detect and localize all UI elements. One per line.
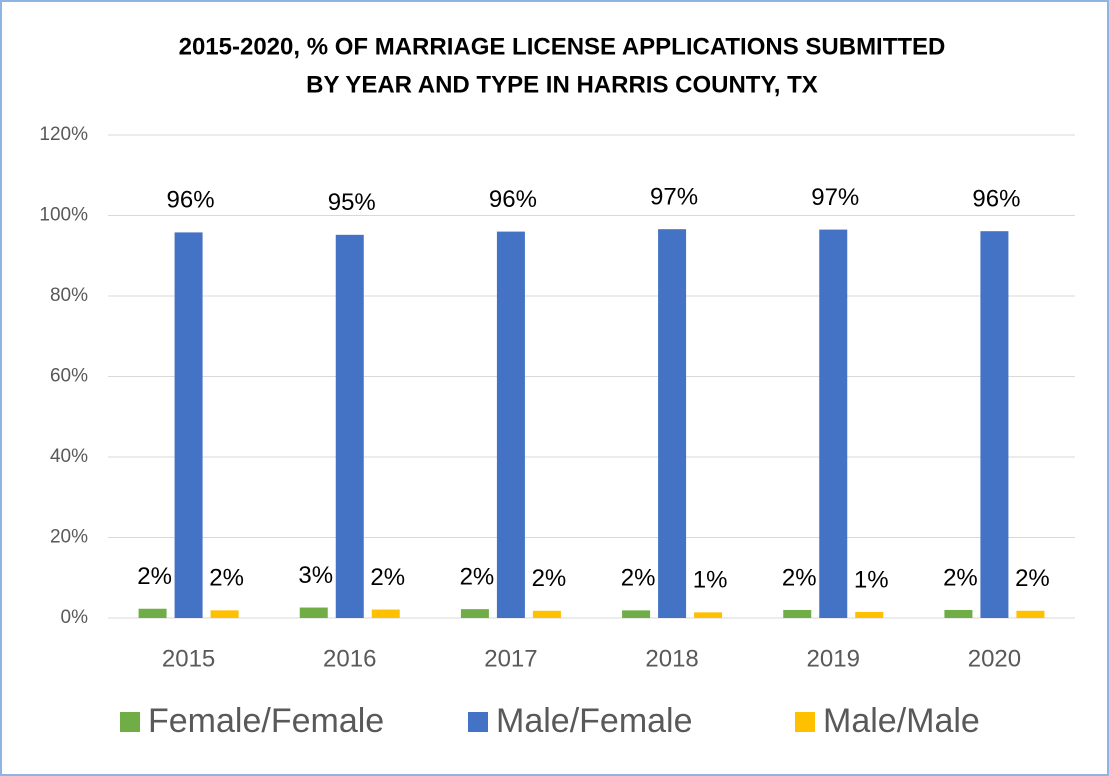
bar xyxy=(819,229,848,618)
y-tick-label: 80% xyxy=(50,285,88,306)
bar xyxy=(299,607,328,618)
bar xyxy=(658,229,687,618)
bar xyxy=(532,610,561,618)
x-tick-label: 2018 xyxy=(645,645,698,672)
data-label: 2% xyxy=(532,565,567,592)
x-tick-label: 2019 xyxy=(807,645,860,672)
bar xyxy=(371,609,400,618)
data-label: 1% xyxy=(854,566,889,593)
bar xyxy=(855,611,884,618)
y-tick-label: 100% xyxy=(39,205,88,226)
bar xyxy=(174,232,203,618)
chart-title: 2015-2020, % OF MARRIAGE LICENSE APPLICA… xyxy=(179,33,946,60)
data-label: 96% xyxy=(972,186,1020,213)
bar xyxy=(496,231,525,618)
y-tick-label: 0% xyxy=(61,607,89,628)
data-label: 96% xyxy=(489,186,537,213)
data-label: 96% xyxy=(167,187,215,214)
x-tick-label: 2020 xyxy=(968,645,1021,672)
y-tick-label: 40% xyxy=(50,446,88,467)
legend-label: Male/Female xyxy=(496,702,693,740)
bar xyxy=(138,608,167,618)
data-label: 97% xyxy=(650,184,698,211)
bar xyxy=(694,612,723,618)
legend-swatch xyxy=(468,712,488,732)
bar xyxy=(210,610,239,618)
x-tick-label: 2015 xyxy=(162,645,215,672)
bar xyxy=(980,231,1009,618)
data-label: 2% xyxy=(621,565,656,592)
data-label: 1% xyxy=(693,567,728,594)
data-label: 2% xyxy=(209,565,244,592)
bar xyxy=(460,609,489,618)
y-tick-label: 120% xyxy=(39,124,88,145)
data-label: 95% xyxy=(328,189,376,216)
legend-label: Female/Female xyxy=(148,702,384,740)
data-label: 3% xyxy=(298,562,333,589)
data-label: 2% xyxy=(943,564,978,591)
x-tick-label: 2017 xyxy=(484,645,537,672)
bar xyxy=(335,234,364,618)
data-label: 2% xyxy=(460,563,495,590)
bar xyxy=(1016,610,1045,618)
chart-title: BY YEAR AND TYPE IN HARRIS COUNTY, TX xyxy=(306,71,818,98)
x-tick-label: 2016 xyxy=(323,645,376,672)
data-label: 2% xyxy=(137,563,172,590)
y-tick-label: 20% xyxy=(50,527,88,548)
data-label: 2% xyxy=(370,564,405,591)
bar xyxy=(944,609,973,618)
data-label: 2% xyxy=(782,564,817,591)
legend-swatch xyxy=(795,712,815,732)
legend-label: Male/Male xyxy=(823,702,980,740)
data-label: 97% xyxy=(811,184,859,211)
data-label: 2% xyxy=(1015,565,1050,592)
bar xyxy=(783,609,812,618)
bar xyxy=(622,610,651,618)
y-tick-label: 60% xyxy=(50,366,88,387)
legend-swatch xyxy=(120,712,140,732)
